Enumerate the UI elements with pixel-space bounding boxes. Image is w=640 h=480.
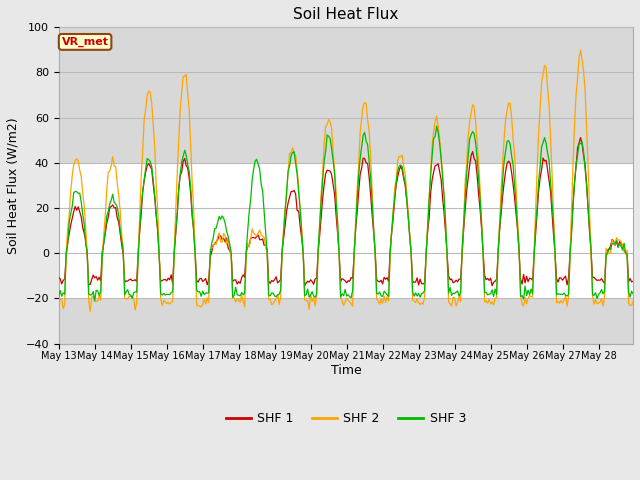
Text: VR_met: VR_met bbox=[61, 37, 109, 47]
Bar bbox=[59, 163, 633, 299]
Y-axis label: Soil Heat Flux (W/m2): Soil Heat Flux (W/m2) bbox=[7, 117, 20, 254]
Legend: SHF 1, SHF 2, SHF 3: SHF 1, SHF 2, SHF 3 bbox=[221, 407, 471, 430]
X-axis label: Time: Time bbox=[330, 364, 361, 377]
Title: Soil Heat Flux: Soil Heat Flux bbox=[293, 7, 399, 22]
